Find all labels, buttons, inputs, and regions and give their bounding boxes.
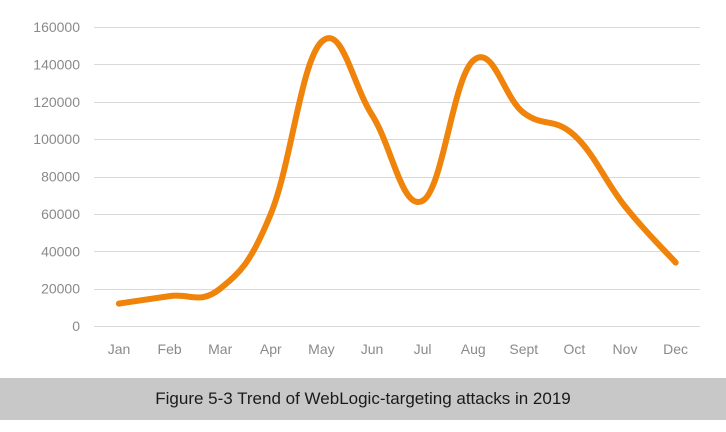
data-point-sept: [520, 109, 527, 116]
data-point-jan: [116, 300, 122, 307]
y-tick-label: 60000: [41, 206, 80, 222]
x-tick-label: Apr: [260, 341, 282, 357]
data-point-feb: [166, 293, 173, 300]
data-point-may: [318, 38, 325, 45]
x-tick-label: Feb: [158, 341, 182, 357]
x-tick-label: Nov: [613, 341, 638, 357]
data-point-mar: [217, 285, 224, 292]
x-tick-label: Jun: [361, 341, 384, 357]
line-chart: 0 20000 40000 60000 80000 100000 120000 140000 1…: [33, 19, 700, 357]
y-tick-label: 160000: [33, 19, 80, 35]
x-tick-label: Mar: [208, 341, 232, 357]
x-tick-label: Oct: [564, 341, 586, 357]
series-line: [116, 35, 679, 307]
y-tick-label: 100000: [33, 131, 80, 147]
figure-caption: Figure 5-3 Trend of WebLogic-targeting a…: [155, 389, 571, 408]
y-tick-label: 80000: [41, 169, 80, 185]
data-point-nov: [622, 203, 628, 210]
data-point-jul: [419, 197, 426, 204]
y-tick-label: 20000: [41, 281, 80, 297]
data-point-dec: [672, 259, 679, 266]
y-tick-label: 120000: [33, 94, 80, 110]
y-tick-label: 40000: [41, 243, 80, 259]
x-tick-label: Jan: [108, 341, 131, 357]
x-tick-label: Sept: [509, 341, 538, 357]
data-point-apr: [267, 210, 274, 217]
x-axis-ticks: Jan Feb Mar Apr May Jun Jul Aug Sept Oct Nov Dec: [108, 341, 688, 357]
data-point-oct: [571, 132, 578, 139]
y-tick-label: 140000: [33, 56, 80, 72]
data-point-jun: [369, 111, 375, 118]
data-point-aug: [470, 57, 477, 64]
y-axis-ticks: 0 20000 40000 60000 80000 100000 120000 140000 1…: [33, 19, 80, 334]
x-tick-label: May: [308, 341, 334, 357]
x-tick-label: Dec: [663, 341, 688, 357]
y-tick-label: 0: [72, 318, 80, 334]
caption-bar: Figure 5-3 Trend of WebLogic-targeting a…: [0, 378, 726, 420]
x-tick-label: Jul: [414, 341, 432, 357]
x-tick-label: Aug: [461, 341, 486, 357]
